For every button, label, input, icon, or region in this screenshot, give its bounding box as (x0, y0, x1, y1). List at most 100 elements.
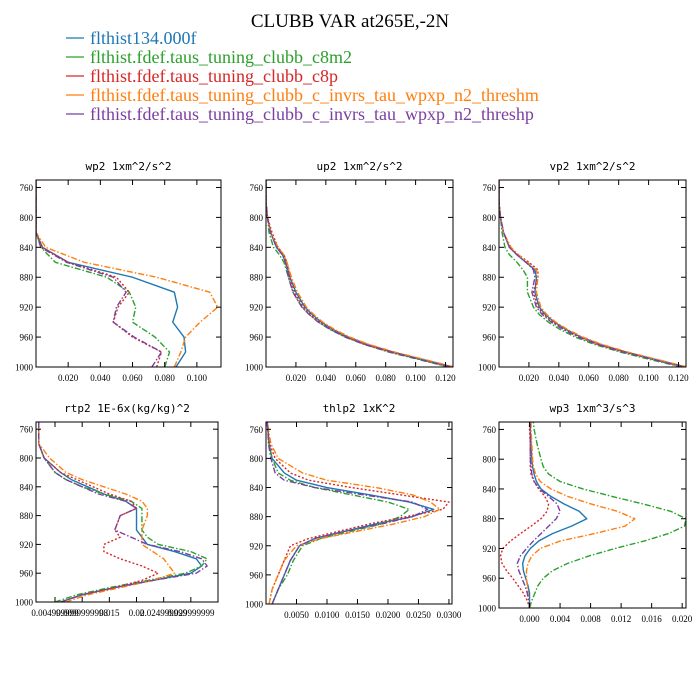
series-line-4 (266, 422, 441, 604)
y-tick-label: 840 (250, 483, 264, 493)
series-line-3 (36, 180, 163, 367)
x-tick-label: 0.02 (129, 608, 145, 618)
series-line-5 (516, 422, 561, 608)
x-tick-label: 0.080 (609, 373, 630, 383)
panel-1: wp2 1xm^2/s^2 1000 960 920 880 840 800 760 0.020… (15, 160, 222, 383)
x-tick-label: 0.012 (611, 614, 631, 624)
y-tick-label: 760 (483, 425, 497, 435)
y-tick-label: 960 (20, 569, 34, 579)
panel-title: wp3 1xm^3/s^3 (549, 402, 635, 415)
series-group (266, 422, 450, 604)
x-tick-label: 0.040 (549, 373, 570, 383)
panel-3: vp2 1xm^2/s^2 1000 960 920 880 840 800 760 0.020… (478, 160, 689, 383)
series-line-1 (38, 422, 203, 602)
panel-4: rtp2 1E-6x(kg/kg)^2 1000 960 920 880 840 800 76… (15, 402, 219, 618)
y-tick-label: 760 (20, 425, 34, 435)
x-tick-label: 0.0150 (345, 610, 370, 620)
legend-label: flthist.fdef.taus_tuning_clubb_c8p (90, 66, 338, 86)
x-tick-label: 0.020 (286, 373, 307, 383)
x-tick-label: 0.0250 (406, 610, 431, 620)
series-line-3 (266, 180, 452, 367)
panel-title: wp2 1xm^2/s^2 (85, 160, 171, 173)
y-tick-label: 920 (250, 303, 264, 313)
y-tick-label: 800 (483, 213, 497, 223)
series-line-5 (266, 180, 451, 367)
x-tick-label: 0.0300 (437, 610, 462, 620)
y-tick-label: 880 (483, 273, 497, 283)
plot-frame (265, 421, 453, 605)
y-tick-label: 960 (20, 333, 34, 343)
x-tick-label: 0.020 (519, 373, 540, 383)
x-tick-label: 0.0200 (376, 610, 401, 620)
x-tick-label: 0.004999999 (31, 608, 79, 618)
series-line-1 (499, 180, 686, 367)
series-line-2 (528, 422, 686, 608)
series-line-2 (499, 180, 682, 367)
legend-label: flthist134.000f (90, 28, 197, 48)
y-tick-label: 800 (483, 455, 497, 465)
panel-title: rtp2 1E-6x(kg/kg)^2 (64, 402, 190, 415)
y-tick-label: 880 (483, 514, 497, 524)
legend-label: flthist.fdef.taus_tuning_clubb_c_invrs_t… (90, 85, 539, 105)
panel-2: up2 1xm^2/s^2 1000 960 920 880 840 800 760 0.020… (245, 160, 456, 383)
series-group (499, 180, 686, 367)
x-tick-label: 0.100 (638, 373, 659, 383)
y-tick-label: 920 (483, 544, 497, 554)
series-line-1 (266, 422, 435, 604)
y-tick-label: 1000 (245, 600, 264, 610)
series-group (38, 422, 208, 602)
x-tick-label: 0.016 (642, 614, 663, 624)
plot-frame (498, 421, 687, 609)
series-line-5 (266, 422, 429, 604)
y-tick-label: 920 (20, 540, 34, 550)
y-tick-label: 840 (20, 482, 34, 492)
y-tick-label: 1000 (15, 598, 34, 608)
series-line-3 (38, 422, 159, 602)
x-tick-label: 0.020 (672, 614, 693, 624)
series-line-2 (266, 180, 449, 367)
x-tick-label: 0.0099999998 (56, 608, 108, 618)
series-line-4 (525, 422, 636, 608)
y-tick-label: 760 (483, 183, 497, 193)
y-tick-label: 1000 (478, 363, 497, 373)
y-tick-label: 960 (483, 574, 497, 584)
panel-5: thlp2 1xK^2 1000 960 920 880 840 800 760 0.0050 0… (245, 402, 462, 620)
x-tick-label: 0.000 (519, 614, 540, 624)
x-tick-label: 0.008 (580, 614, 601, 624)
panels: wp2 1xm^2/s^210009609208808408007600.020… (15, 160, 693, 624)
y-tick-label: 920 (20, 303, 34, 313)
series-line-2 (266, 422, 411, 604)
x-tick-label: 0.080 (155, 373, 176, 383)
y-tick-label: 880 (250, 273, 264, 283)
series-line-1 (266, 180, 453, 367)
x-tick-label: 0.0100 (315, 610, 340, 620)
y-tick-label: 960 (483, 333, 497, 343)
plot-frame (265, 179, 454, 368)
y-tick-label: 800 (20, 454, 34, 464)
legend-label: flthist.fdef.taus_tuning_clubb_c_invrs_t… (90, 104, 534, 124)
x-tick-label: 0.120 (668, 373, 689, 383)
series-group (266, 180, 453, 367)
figure-title: CLUBB VAR at265E,-2N (251, 11, 450, 32)
series-line-3 (499, 180, 685, 367)
x-tick-label: 0.060 (346, 373, 367, 383)
plot-frame (35, 179, 222, 368)
x-tick-label: 0.024999999 (140, 608, 188, 618)
y-tick-label: 920 (250, 541, 264, 551)
y-tick-label: 960 (250, 570, 264, 580)
x-tick-label: 0.080 (376, 373, 397, 383)
x-tick-label: 0.0050 (284, 610, 309, 620)
series-line-5 (38, 422, 208, 602)
series-group (36, 180, 219, 367)
y-tick-label: 1000 (478, 604, 497, 614)
y-tick-label: 760 (250, 183, 264, 193)
series-line-4 (38, 422, 176, 602)
y-tick-label: 800 (250, 454, 264, 464)
x-tick-label: 0.040 (316, 373, 337, 383)
x-tick-label: 0.100 (405, 373, 426, 383)
panel-6: wp3 1xm^3/s^3 1000 960 920 880 840 800 760 0.000… (478, 402, 693, 624)
y-tick-label: 1000 (245, 363, 264, 373)
y-tick-label: 880 (250, 512, 264, 522)
series-line-5 (499, 180, 684, 367)
